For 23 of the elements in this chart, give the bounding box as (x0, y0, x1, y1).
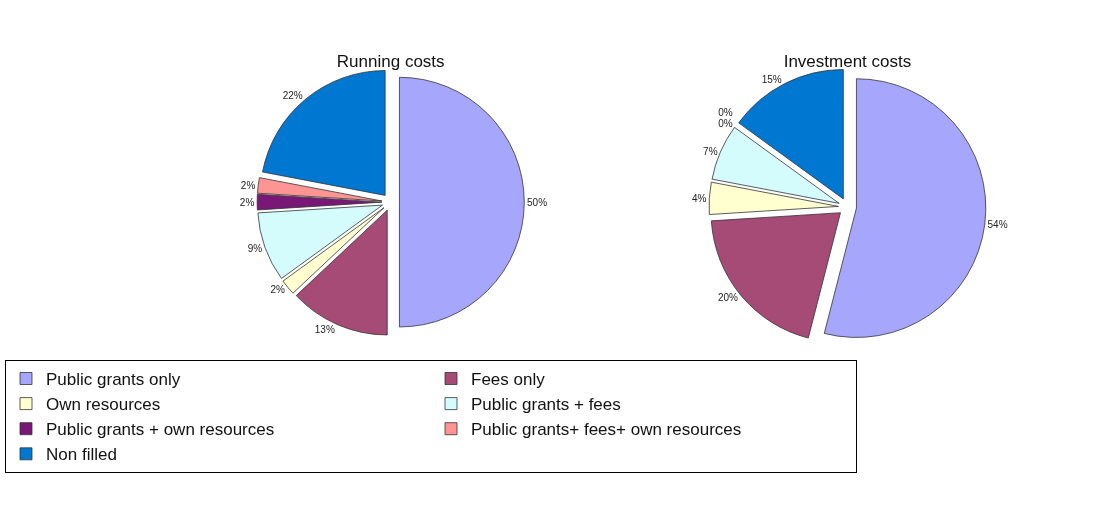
data-label: 4% (691, 192, 707, 204)
data-label: 7% (703, 145, 718, 157)
legend-label: Public grants + own resources (46, 420, 275, 440)
data-label: 9% (247, 242, 263, 254)
data-label: 15% (761, 73, 782, 85)
data-label: 2% (239, 196, 255, 208)
data-label: 20% (717, 291, 739, 303)
data-label: 2% (240, 179, 256, 191)
data-label: 2% (270, 284, 286, 295)
data-label: 54% (987, 218, 1008, 230)
chart-title: Investment costs (783, 51, 912, 71)
legend-label: Public grants+ fees+ own resources (471, 420, 742, 440)
data-label: 13% (314, 323, 335, 335)
data-label: 22% (282, 90, 303, 102)
legend-label: Public grants + fees (471, 395, 621, 415)
text: 0% (718, 107, 733, 119)
text: 0% (718, 118, 733, 130)
legend-label: Own resources (46, 395, 161, 415)
chart-title: Running costs (336, 51, 445, 71)
legend-label: Public grants only (46, 370, 181, 390)
legend-label: Fees only (471, 370, 546, 390)
data-label: 50% (527, 196, 548, 208)
legend-label: Non filled (46, 445, 117, 465)
